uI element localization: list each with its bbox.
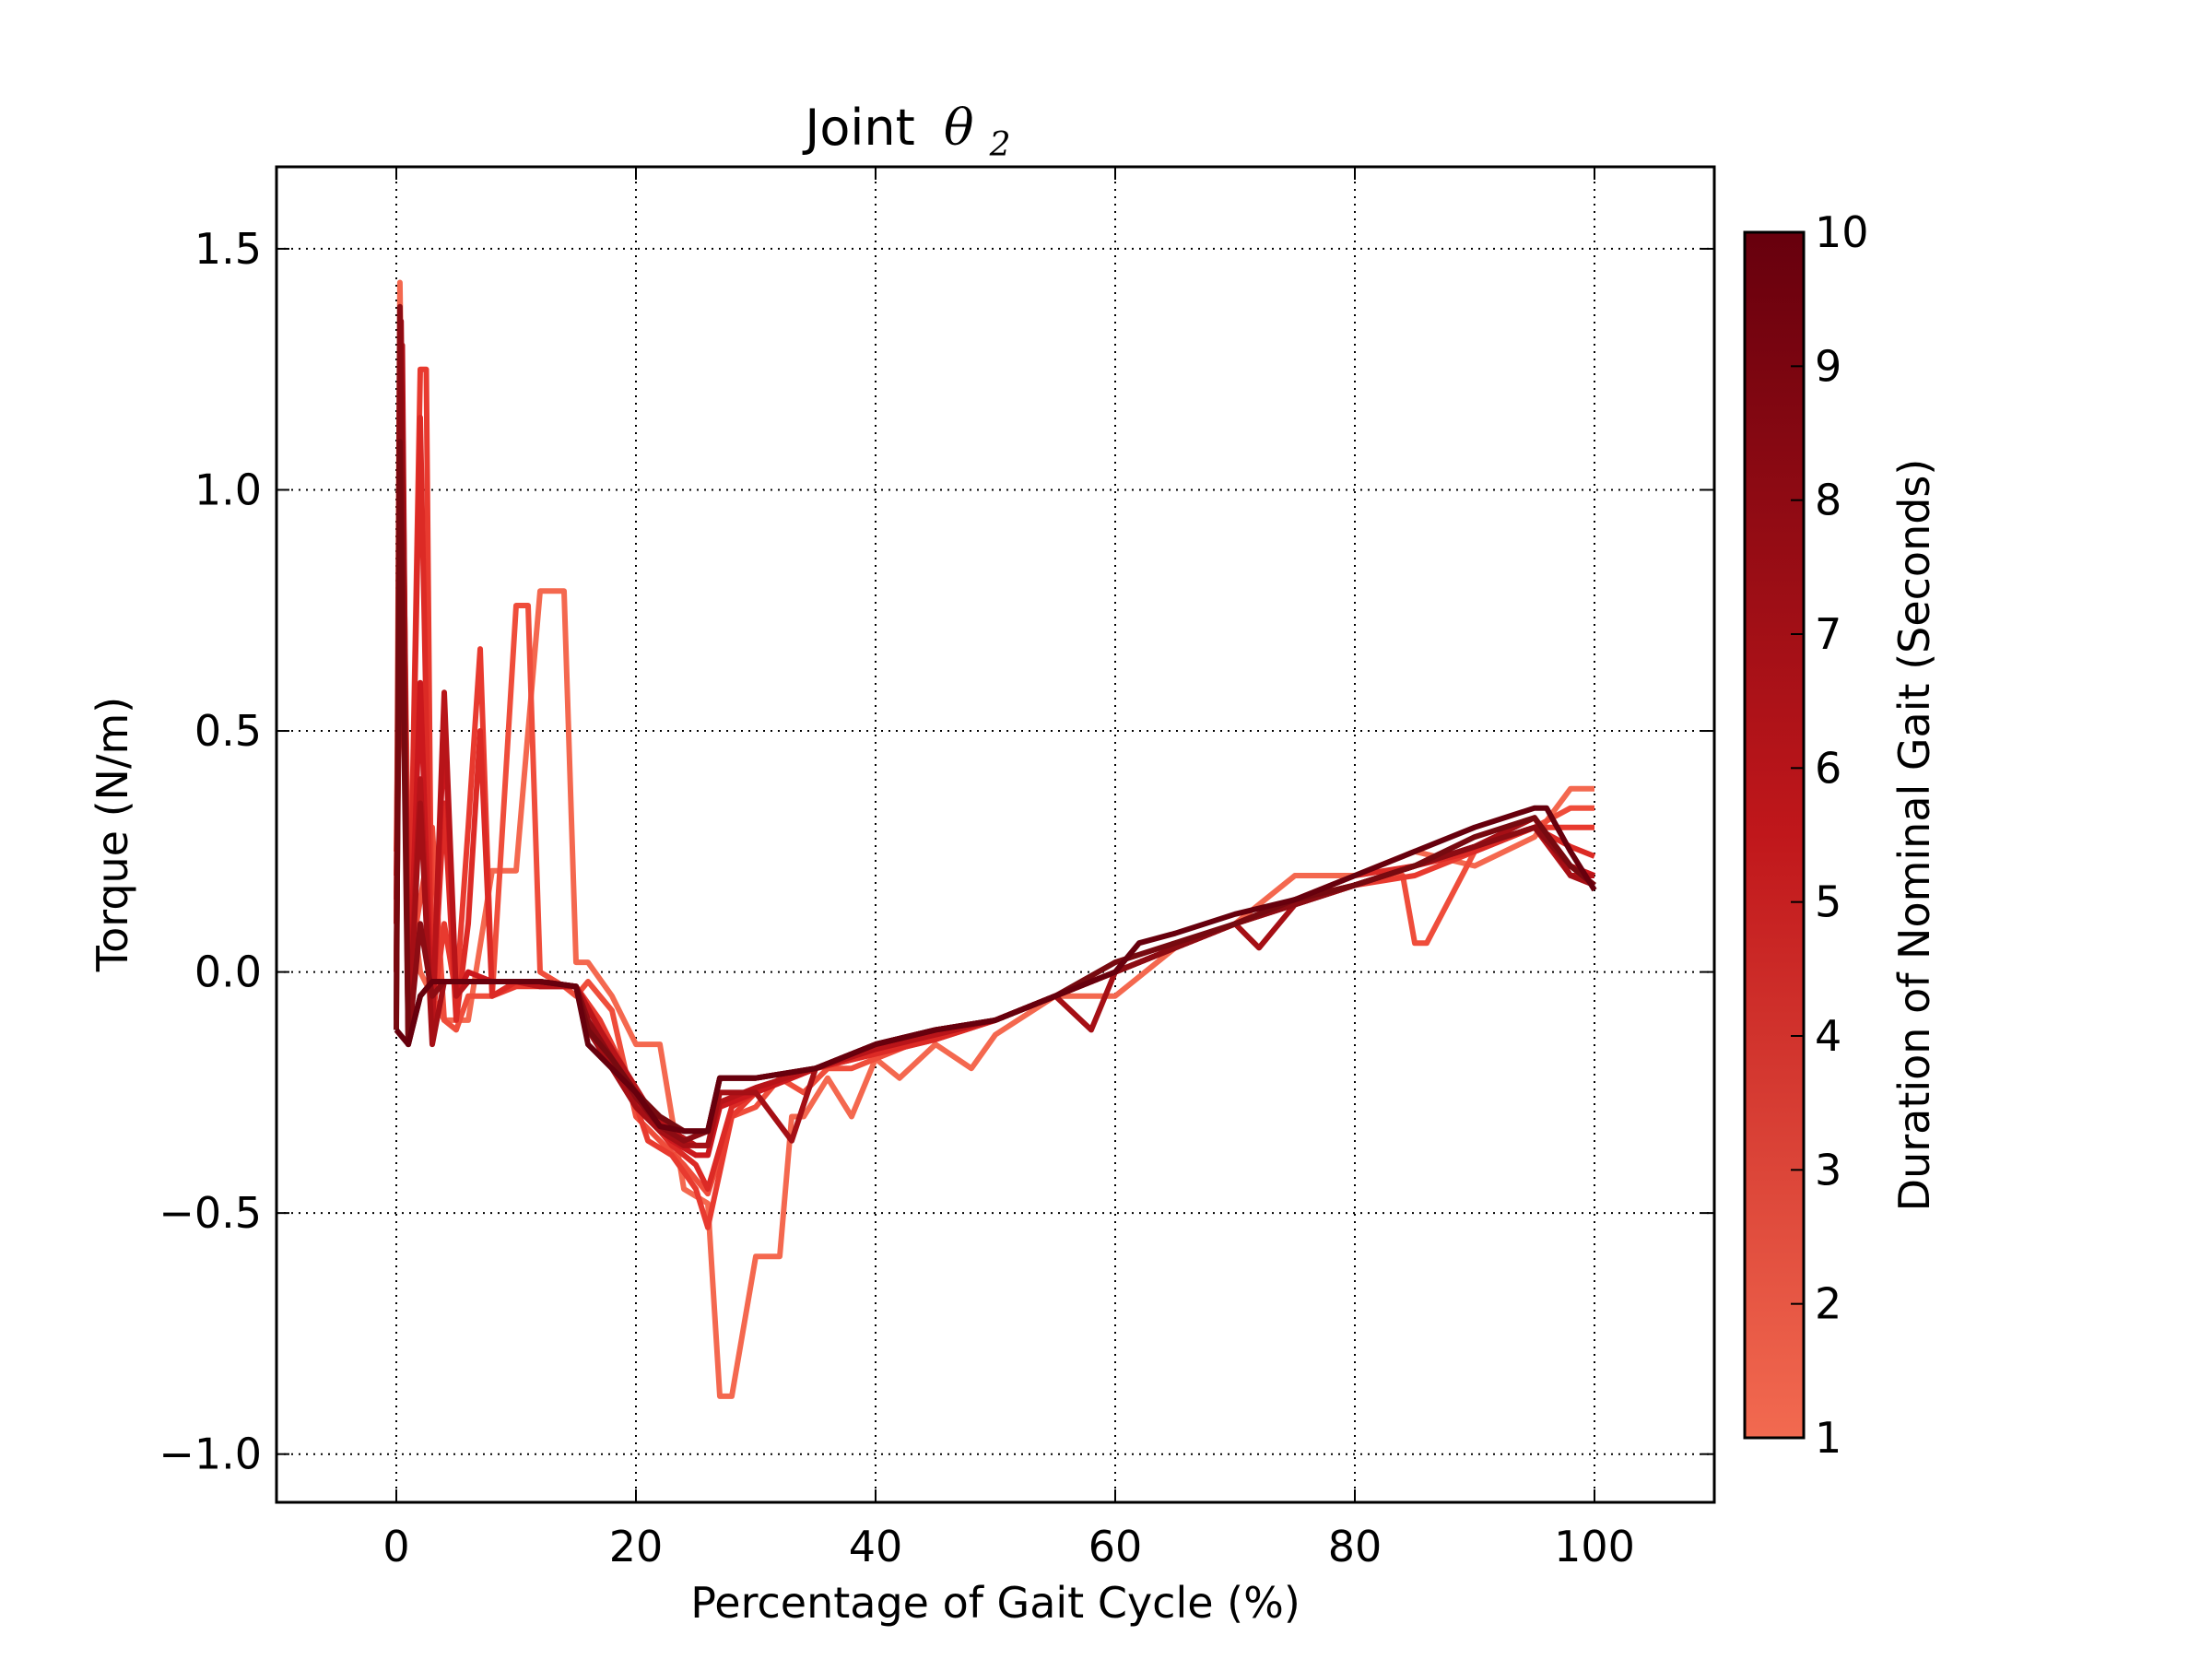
chart-title-subscript: 2: [989, 126, 1011, 164]
chart-title-symbol: θ: [944, 99, 974, 157]
series-line-2: [394, 390, 1594, 1197]
colorbar-tick-label: 4: [1815, 1011, 1841, 1061]
colorbar-ticks: 1 2 3 4 5 6 7 8 9 10: [1791, 207, 1869, 1463]
colorbar-tick-label: 1: [1815, 1413, 1841, 1463]
y-tick-label: 1.0: [194, 465, 262, 514]
grid-lines: [276, 167, 1714, 1502]
x-tick-label: 80: [1328, 1522, 1382, 1571]
x-tick-label: 100: [1554, 1522, 1635, 1571]
x-tick-label: 0: [382, 1522, 409, 1571]
y-tick-label: −1.0: [159, 1430, 262, 1479]
x-tick-label: 20: [609, 1522, 664, 1571]
colorbar-tick-label: 5: [1815, 877, 1841, 927]
chart-title: Joint θ 2: [802, 99, 1010, 164]
series-line-6: [394, 342, 1594, 1148]
y-tick-label: −0.5: [159, 1188, 262, 1238]
colorbar-tick-label: 2: [1815, 1279, 1841, 1329]
series-line-4: [394, 415, 1596, 1192]
colorbar-tick-label: 3: [1815, 1145, 1841, 1194]
series-line-8: [394, 303, 1596, 1144]
series-line-9: [394, 439, 1596, 1135]
colorbar-tick-label: 6: [1815, 743, 1841, 793]
y-axis-ticks: −1.0 −0.5 0.0 0.5 1.0 1.5: [159, 224, 1714, 1479]
x-axis-label: Percentage of Gait Cycle (%): [690, 1578, 1300, 1628]
y-tick-label: 1.5: [194, 224, 262, 274]
plot-frame: [275, 165, 1716, 1504]
series-line-3: [394, 366, 1594, 1230]
series-layer: [394, 279, 1597, 1399]
series-line-10: [394, 805, 1597, 1135]
colorbar-tick-label: 9: [1815, 341, 1841, 391]
colorbar-tick-label: 8: [1815, 476, 1841, 525]
colorbar-label: Duration of Nominal Gait (Seconds): [1889, 459, 1939, 1212]
y-axis-label: Torque (N/m): [88, 697, 137, 972]
series-line-1: [394, 279, 1594, 1399]
chart-title-prefix: Joint: [802, 99, 914, 157]
colorbar-tick-label: 10: [1815, 207, 1869, 257]
colorbar-tick-label: 7: [1815, 609, 1841, 659]
x-axis-ticks: 0 20 40 60 80 100: [382, 167, 1635, 1571]
x-tick-label: 40: [849, 1522, 903, 1571]
series-line-5: [394, 390, 1596, 1159]
x-tick-label: 60: [1088, 1522, 1143, 1571]
y-tick-label: 0.5: [194, 706, 262, 756]
colorbar: [1743, 230, 1806, 1440]
y-tick-label: 0.0: [194, 947, 262, 997]
